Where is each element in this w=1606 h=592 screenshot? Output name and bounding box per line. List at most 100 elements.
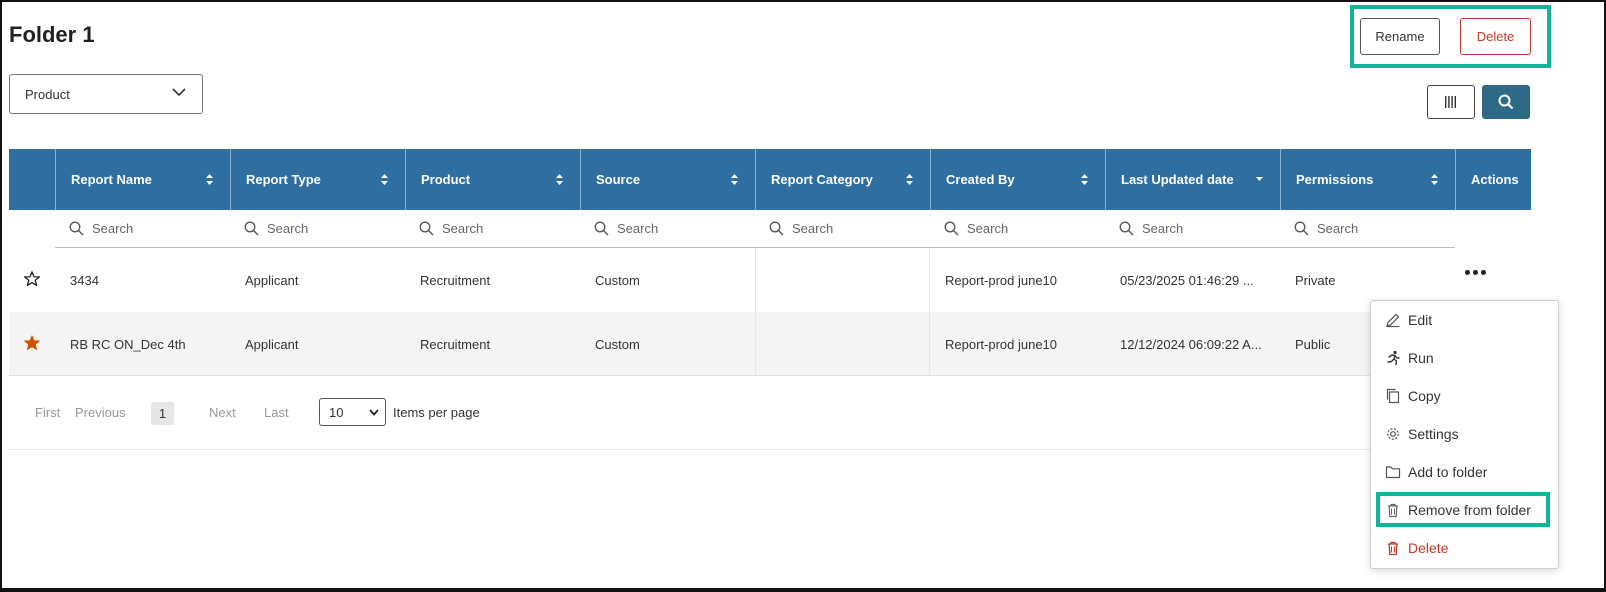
filter-source[interactable]: Search [580, 210, 755, 248]
pagination-previous[interactable]: Previous [75, 405, 126, 420]
menu-item-label: Delete [1408, 540, 1449, 556]
cell-last-updated: 12/12/2024 06:09:22 A... [1120, 336, 1262, 352]
cell-permissions: Private [1295, 272, 1336, 288]
cell-report-name[interactable]: RB RC ON_Dec 4th [70, 336, 186, 352]
product-dropdown-value: Product [25, 86, 70, 102]
menu-item-run[interactable]: Run [1371, 339, 1560, 377]
menu-item-settings[interactable]: Settings [1371, 415, 1560, 453]
filter-row: Search Search Search Search Search Searc… [9, 210, 1531, 248]
menu-item-label: Add to folder [1408, 464, 1488, 480]
items-per-page-label: Items per page [393, 405, 480, 420]
cell-permissions: Public [1295, 336, 1331, 352]
column-header-report-type[interactable]: Report Type [230, 149, 405, 210]
search-icon [244, 221, 259, 236]
folder-icon [1385, 466, 1401, 479]
search-button[interactable] [1482, 85, 1530, 119]
search-icon [944, 221, 959, 236]
table-header: Report Name Report Type Product Source R… [9, 149, 1531, 210]
star-outline-icon[interactable] [23, 270, 41, 288]
delete-folder-button[interactable]: Delete [1460, 18, 1531, 55]
menu-item-add-to-folder[interactable]: Add to folder [1371, 453, 1560, 491]
column-header-label: Source [596, 172, 641, 187]
column-header-label: Report Name [71, 172, 152, 187]
cell-last-updated: 05/23/2025 01:46:29 ... [1120, 272, 1254, 288]
sort-icon [1081, 174, 1088, 185]
menu-item-edit[interactable]: Edit [1371, 301, 1560, 339]
column-header-source[interactable]: Source [580, 149, 755, 210]
filter-placeholder: Search [442, 221, 484, 236]
column-header-report-category[interactable]: Report Category [755, 149, 930, 210]
cell-report-name[interactable]: 3434 [70, 272, 99, 288]
highlight-box-remove-from-folder [1376, 492, 1550, 527]
menu-item-label: Run [1408, 350, 1434, 366]
filter-report-category[interactable]: Search [755, 210, 930, 248]
cell-created-by: Report-prod june10 [945, 272, 1058, 288]
column-header-label: Report Category [771, 172, 873, 187]
cell-report-category [755, 312, 930, 376]
column-header-label: Created By [946, 172, 1015, 187]
column-header-product[interactable]: Product [405, 149, 580, 210]
filter-permissions[interactable]: Search [1280, 210, 1455, 248]
column-header-actions: Actions [1455, 149, 1531, 210]
search-icon [1498, 94, 1514, 110]
trash-icon [1388, 503, 1398, 518]
sort-icon [906, 174, 913, 185]
column-header-created-by[interactable]: Created By [930, 149, 1105, 210]
menu-item-label: Edit [1408, 312, 1433, 328]
filter-report-name[interactable]: Search [55, 210, 230, 248]
column-header-label: Last Updated date [1121, 172, 1234, 187]
filter-created-by[interactable]: Search [930, 210, 1105, 248]
trash-icon [1388, 541, 1398, 556]
cell-report-category [755, 248, 930, 312]
filter-report-type[interactable]: Search [230, 210, 405, 248]
sort-desc-icon [1256, 177, 1263, 181]
chevron-down-icon [172, 88, 186, 97]
cell-source: Custom [595, 336, 640, 352]
column-header-last-updated[interactable]: Last Updated date [1105, 149, 1280, 210]
sort-icon [731, 174, 738, 185]
highlight-box-header-actions [1350, 5, 1551, 68]
filter-last-updated[interactable]: Search [1105, 210, 1280, 248]
divider [9, 449, 1531, 450]
cell-source: Custom [595, 272, 640, 288]
filter-placeholder: Search [1317, 221, 1359, 236]
rename-button[interactable]: Rename [1360, 18, 1440, 55]
chevron-down-icon [369, 409, 379, 416]
gear-icon [1387, 428, 1399, 440]
filter-placeholder: Search [267, 221, 309, 236]
column-header-label: Permissions [1296, 172, 1374, 187]
menu-item-label: Copy [1408, 388, 1441, 404]
column-header-label: Report Type [246, 172, 321, 187]
pagination-next[interactable]: Next [209, 405, 236, 420]
running-person-icon [1387, 350, 1400, 366]
page-size-select[interactable]: 10 [319, 398, 386, 426]
column-header-report-name[interactable]: Report Name [55, 149, 230, 210]
cell-created-by: Report-prod june10 [945, 336, 1058, 352]
filter-placeholder: Search [92, 221, 134, 236]
pagination-first[interactable]: First [35, 405, 61, 420]
menu-item-delete[interactable]: Delete [1371, 529, 1560, 567]
row-actions-more-icon[interactable] [1465, 270, 1486, 275]
filter-placeholder: Search [792, 221, 834, 236]
sort-icon [1431, 174, 1438, 185]
star-filled-icon[interactable] [23, 334, 41, 352]
menu-item-remove-from-folder[interactable]: Remove from folder [1371, 491, 1560, 529]
search-icon [1119, 221, 1134, 236]
product-dropdown[interactable]: Product [9, 74, 203, 114]
pagination-current-page[interactable]: 1 [151, 402, 174, 425]
row-actions-menu: Edit Run Copy Settings Add to folder Rem… [1370, 300, 1559, 569]
column-header-label: Product [421, 172, 471, 187]
copy-icon [1386, 388, 1400, 404]
table-row: RB RC ON_Dec 4th Applicant Recruitment C… [9, 312, 1531, 376]
column-header-permissions[interactable]: Permissions [1280, 149, 1455, 210]
search-icon [1294, 221, 1309, 236]
cell-report-type: Applicant [245, 336, 299, 352]
sort-icon [381, 174, 388, 185]
filter-product[interactable]: Search [405, 210, 580, 248]
sort-icon [556, 174, 563, 185]
pagination-last[interactable]: Last [264, 405, 289, 420]
columns-icon [1445, 96, 1456, 108]
columns-button[interactable] [1427, 85, 1475, 119]
sort-icon [206, 174, 213, 185]
menu-item-copy[interactable]: Copy [1371, 377, 1560, 415]
